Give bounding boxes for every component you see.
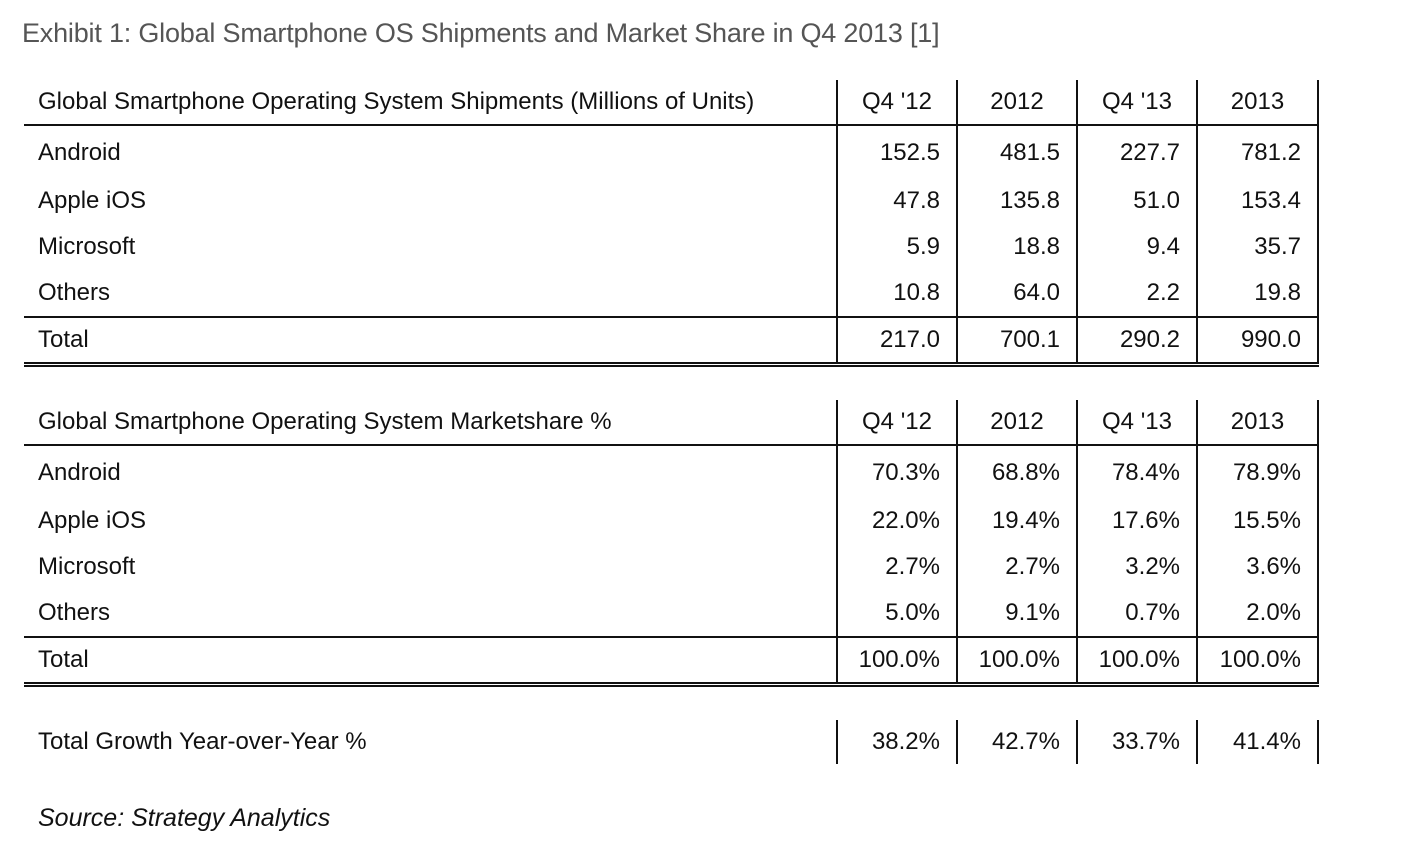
table-cell: 5.9 [836,224,957,270]
table-cell: 100.0% [836,636,957,687]
table-cell: 33.7% [1076,720,1197,764]
total-row: Total 217.0 700.1 290.2 990.0 [24,316,1319,367]
table-cell: 78.4% [1076,445,1197,498]
column-header: Q4 '12 [836,80,957,126]
table-cell: 217.0 [836,316,957,367]
row-label: Total [24,636,837,687]
table-cell: 70.3% [836,445,957,498]
table-cell: 290.2 [1076,316,1197,367]
marketshare-header-label: Global Smartphone Operating System Marke… [24,400,837,446]
row-label: Microsoft [38,553,136,580]
table-cell: 700.1 [956,316,1077,367]
table-cell: 10.8 [836,270,957,317]
table-cell: 3.2% [1076,544,1197,590]
row-label: Microsoft [38,233,136,260]
growth-table: Total Growth Year-over-Year % 38.2% 42.7… [24,720,1319,764]
marketshare-table: Global Smartphone Operating System Marke… [24,400,1319,687]
table-row: Microsoft 5.9 18.8 9.4 35.7 [24,224,1319,270]
row-label: Total Growth Year-over-Year % [38,728,367,755]
row-label: Total [24,316,837,367]
table-row: Apple iOS 22.0% 19.4% 17.6% 15.5% [24,498,1319,544]
table-row: Android 70.3% 68.8% 78.4% 78.9% [24,445,1319,498]
table-cell: 781.2 [1196,125,1319,178]
table-cell: 38.2% [836,720,957,764]
table-cell: 19.8 [1196,270,1319,317]
table-row: Apple iOS 47.8 135.8 51.0 153.4 [24,178,1319,224]
row-label: Apple iOS [38,507,147,534]
table-cell: 153.4 [1196,178,1319,224]
table-cell: 47.8 [836,178,957,224]
table-row: Others 5.0% 9.1% 0.7% 2.0% [24,590,1319,637]
column-header: Q4 '13 [1076,80,1197,126]
table-cell: 100.0% [956,636,1077,687]
table-cell: 22.0% [836,498,957,544]
table-cell: 2.2 [1076,270,1197,317]
table-row: Microsoft 2.7% 2.7% 3.2% 3.6% [24,544,1319,590]
column-header: Q4 '13 [1076,400,1197,446]
row-label: Others [38,599,111,626]
table-cell: 481.5 [956,125,1077,178]
table-cell: 227.7 [1076,125,1197,178]
row-label: Android [38,459,121,486]
table-cell: 135.8 [956,178,1077,224]
table-cell: 152.5 [836,125,957,178]
table-row: Others 10.8 64.0 2.2 19.8 [24,270,1319,317]
column-header: 2013 [1196,80,1319,126]
column-header: 2013 [1196,400,1319,446]
table-row: Android 152.5 481.5 227.7 781.2 [24,125,1319,178]
table-cell: 64.0 [956,270,1077,317]
table-cell: 3.6% [1196,544,1319,590]
shipments-header-label: Global Smartphone Operating System Shipm… [24,80,837,126]
table-cell: 15.5% [1196,498,1319,544]
table-cell: 68.8% [956,445,1077,498]
table-cell: 9.1% [956,590,1077,637]
table-cell: 2.7% [836,544,957,590]
table-cell: 35.7 [1196,224,1319,270]
row-label: Apple iOS [38,187,147,214]
source-note: Source: Strategy Analytics [38,804,331,832]
table-cell: 990.0 [1196,316,1319,367]
column-header: 2012 [956,400,1077,446]
table-cell: 2.7% [956,544,1077,590]
table-cell: 19.4% [956,498,1077,544]
table-cell: 18.8 [956,224,1077,270]
shipments-header-row: Global Smartphone Operating System Shipm… [24,80,1319,126]
column-header: 2012 [956,80,1077,126]
row-label: Android [38,139,121,166]
shipments-table: Global Smartphone Operating System Shipm… [24,80,1319,367]
table-cell: 17.6% [1076,498,1197,544]
marketshare-header-row: Global Smartphone Operating System Marke… [24,400,1319,446]
table-cell: 51.0 [1076,178,1197,224]
table-cell: 9.4 [1076,224,1197,270]
total-row: Total 100.0% 100.0% 100.0% 100.0% [24,636,1319,687]
exhibit-title: Exhibit 1: Global Smartphone OS Shipment… [22,18,940,48]
table-cell: 78.9% [1196,445,1319,498]
table-cell: 0.7% [1076,590,1197,637]
table-cell: 2.0% [1196,590,1319,637]
table-cell: 42.7% [956,720,1077,764]
table-cell: 5.0% [836,590,957,637]
column-header: Q4 '12 [836,400,957,446]
row-label: Others [38,279,111,306]
table-cell: 100.0% [1196,636,1319,687]
growth-row: Total Growth Year-over-Year % 38.2% 42.7… [24,720,1319,764]
table-cell: 41.4% [1196,720,1319,764]
table-cell: 100.0% [1076,636,1197,687]
